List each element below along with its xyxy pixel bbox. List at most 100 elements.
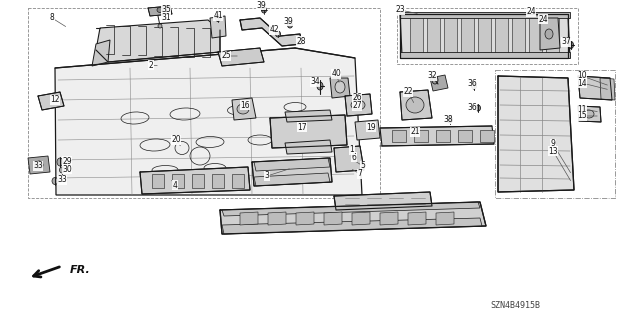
Ellipse shape <box>275 31 280 37</box>
Polygon shape <box>285 140 332 154</box>
Text: 41: 41 <box>213 11 223 20</box>
Ellipse shape <box>545 29 553 39</box>
Polygon shape <box>92 40 110 66</box>
Text: 35: 35 <box>161 4 171 13</box>
Text: 24: 24 <box>538 14 548 24</box>
Text: 1: 1 <box>349 145 355 154</box>
Ellipse shape <box>216 14 221 21</box>
Text: 39: 39 <box>283 17 293 26</box>
Text: 6: 6 <box>351 152 356 161</box>
Text: 38: 38 <box>443 115 453 123</box>
Polygon shape <box>355 120 380 140</box>
Polygon shape <box>252 158 332 186</box>
Polygon shape <box>400 12 570 18</box>
Text: 19: 19 <box>366 122 376 131</box>
Text: 8: 8 <box>50 13 54 23</box>
Ellipse shape <box>472 83 477 89</box>
Ellipse shape <box>60 167 65 173</box>
Polygon shape <box>324 212 342 225</box>
Text: 30: 30 <box>62 165 72 174</box>
Polygon shape <box>400 90 432 120</box>
Ellipse shape <box>568 41 573 48</box>
Text: 16: 16 <box>240 100 250 109</box>
Polygon shape <box>268 212 286 225</box>
Text: 9: 9 <box>550 139 556 149</box>
Text: 14: 14 <box>577 78 587 87</box>
Polygon shape <box>345 94 372 116</box>
Polygon shape <box>380 212 398 225</box>
Polygon shape <box>600 78 615 100</box>
Ellipse shape <box>317 82 323 90</box>
Polygon shape <box>28 156 50 174</box>
Polygon shape <box>392 130 406 142</box>
Ellipse shape <box>262 7 266 13</box>
Polygon shape <box>192 174 204 188</box>
Text: 3: 3 <box>264 172 269 181</box>
Text: 25: 25 <box>221 51 231 61</box>
Polygon shape <box>152 174 164 188</box>
Text: 28: 28 <box>296 36 306 46</box>
Polygon shape <box>461 17 474 55</box>
Polygon shape <box>96 20 220 62</box>
Polygon shape <box>427 17 440 55</box>
Text: 7: 7 <box>358 169 362 179</box>
Ellipse shape <box>35 161 43 169</box>
Polygon shape <box>414 130 428 142</box>
Text: 36: 36 <box>467 79 477 88</box>
Ellipse shape <box>351 100 365 110</box>
Polygon shape <box>410 17 423 55</box>
Ellipse shape <box>406 97 424 113</box>
Text: 4: 4 <box>173 181 177 189</box>
Polygon shape <box>495 17 508 55</box>
Polygon shape <box>222 218 482 234</box>
Ellipse shape <box>476 105 481 111</box>
Polygon shape <box>334 146 364 172</box>
Text: 2: 2 <box>148 61 154 70</box>
Text: 36: 36 <box>467 102 477 112</box>
Ellipse shape <box>52 177 58 184</box>
Polygon shape <box>212 174 224 188</box>
Polygon shape <box>55 48 362 195</box>
Text: 40: 40 <box>331 70 341 78</box>
Polygon shape <box>296 212 314 225</box>
Ellipse shape <box>432 76 438 84</box>
Text: 33: 33 <box>57 175 67 184</box>
Text: 33: 33 <box>33 161 43 170</box>
Ellipse shape <box>584 110 594 118</box>
Polygon shape <box>540 18 560 50</box>
Polygon shape <box>458 130 472 142</box>
Polygon shape <box>218 48 264 66</box>
Text: 15: 15 <box>577 112 587 121</box>
Text: 42: 42 <box>269 26 279 34</box>
Polygon shape <box>240 212 258 225</box>
Text: 27: 27 <box>352 101 362 110</box>
Polygon shape <box>270 115 347 148</box>
Polygon shape <box>578 76 612 100</box>
Text: 13: 13 <box>548 146 558 155</box>
Polygon shape <box>480 130 494 142</box>
Polygon shape <box>210 16 226 38</box>
Polygon shape <box>330 78 350 98</box>
Text: 24: 24 <box>526 8 536 17</box>
Polygon shape <box>38 92 64 110</box>
Polygon shape <box>578 106 601 122</box>
Polygon shape <box>254 158 330 171</box>
Polygon shape <box>546 17 559 55</box>
Polygon shape <box>436 212 454 225</box>
Ellipse shape <box>157 8 163 12</box>
Text: 22: 22 <box>403 87 413 97</box>
Polygon shape <box>232 174 244 188</box>
Text: 11: 11 <box>577 105 587 114</box>
Ellipse shape <box>447 117 452 123</box>
Polygon shape <box>334 192 432 210</box>
Text: 34: 34 <box>310 78 320 86</box>
Text: 17: 17 <box>297 122 307 131</box>
Text: 37: 37 <box>561 38 571 47</box>
Text: 5: 5 <box>360 161 365 170</box>
Text: 12: 12 <box>51 95 60 105</box>
Polygon shape <box>254 173 330 186</box>
Polygon shape <box>444 17 457 55</box>
Text: 39: 39 <box>256 1 266 10</box>
Text: 21: 21 <box>410 128 420 137</box>
Text: FR.: FR. <box>70 265 91 275</box>
